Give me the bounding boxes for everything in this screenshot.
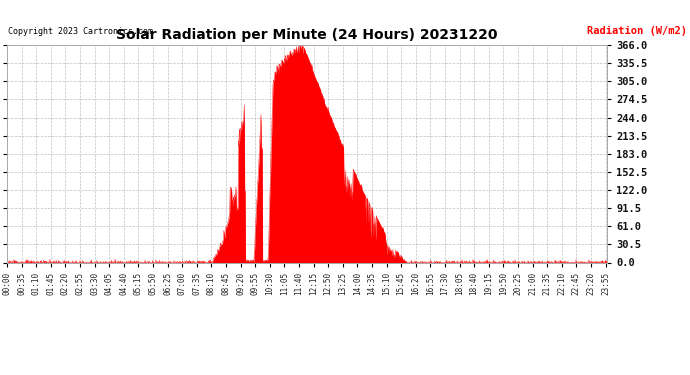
Text: Copyright 2023 Cartronics.com: Copyright 2023 Cartronics.com: [8, 27, 153, 36]
Title: Solar Radiation per Minute (24 Hours) 20231220: Solar Radiation per Minute (24 Hours) 20…: [117, 28, 497, 42]
Text: Radiation (W/m2): Radiation (W/m2): [586, 26, 687, 36]
